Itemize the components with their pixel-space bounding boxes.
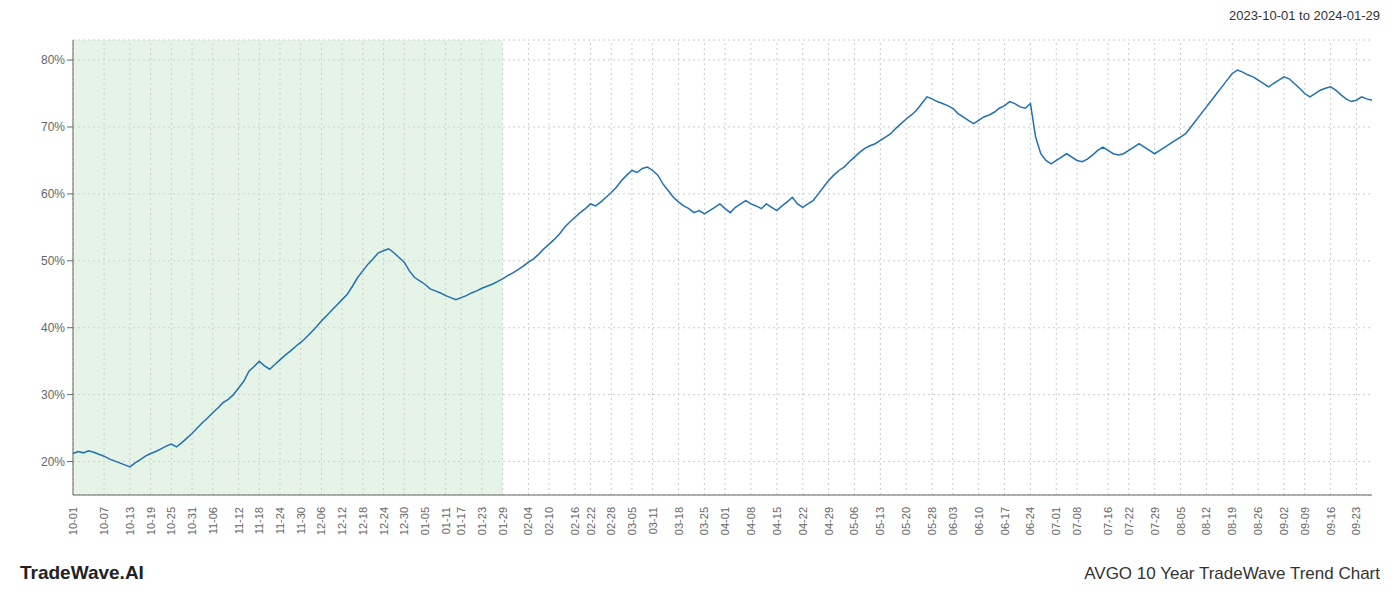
svg-text:11-12: 11-12 [233, 507, 245, 534]
svg-text:11-18: 11-18 [253, 507, 265, 534]
svg-text:20%: 20% [41, 455, 65, 469]
svg-text:08-19: 08-19 [1226, 507, 1238, 535]
html-text:2023-10-01 to 2024-01-29: 2023-10-01 to 2024-01-29 [1228, 8, 1380, 23]
svg-text:09-16: 09-16 [1325, 507, 1337, 535]
svg-text:09-09: 09-09 [1299, 507, 1311, 535]
svg-text:06-03: 06-03 [947, 507, 959, 535]
svg-text:04-08: 04-08 [745, 507, 757, 535]
svg-text:02-04: 02-04 [522, 507, 534, 535]
svg-text:03-11: 03-11 [647, 507, 659, 534]
svg-text:06-10: 06-10 [973, 507, 985, 535]
svg-text:05-20: 05-20 [900, 507, 912, 535]
svg-text:10-01: 10-01 [67, 507, 79, 535]
svg-text:04-29: 04-29 [823, 507, 835, 535]
svg-text:04-15: 04-15 [771, 507, 783, 535]
svg-text:12-24: 12-24 [378, 507, 390, 535]
svg-text:01-17: 01-17 [455, 507, 467, 535]
svg-text:06-17: 06-17 [999, 507, 1011, 535]
svg-text:05-28: 05-28 [926, 507, 938, 535]
svg-text:07-22: 07-22 [1123, 507, 1135, 535]
svg-text:01-23: 01-23 [476, 507, 488, 535]
svg-text:12-30: 12-30 [398, 507, 410, 535]
svg-text:09-02: 09-02 [1278, 507, 1290, 535]
svg-text:12-18: 12-18 [357, 507, 369, 535]
svg-text:70%: 70% [41, 120, 65, 134]
svg-text:04-22: 04-22 [797, 507, 809, 535]
svg-text:10-31: 10-31 [186, 507, 198, 535]
svg-text:12-06: 12-06 [315, 507, 327, 535]
svg-text:30%: 30% [41, 388, 65, 402]
svg-text:08-26: 08-26 [1252, 507, 1264, 535]
html-text:AVGO 10 Year TradeWave Trend C: AVGO 10 Year TradeWave Trend Chart [1084, 564, 1380, 583]
svg-text:10-07: 10-07 [98, 507, 110, 535]
svg-text:11-06: 11-06 [207, 507, 219, 534]
svg-text:40%: 40% [41, 321, 65, 335]
svg-text:07-08: 07-08 [1071, 507, 1083, 535]
svg-text:50%: 50% [41, 254, 65, 268]
svg-text:10-25: 10-25 [165, 507, 177, 535]
svg-text:05-13: 05-13 [874, 507, 886, 535]
svg-text:03-18: 03-18 [673, 507, 685, 535]
svg-text:12-12: 12-12 [336, 507, 348, 535]
svg-text:02-28: 02-28 [605, 507, 617, 535]
svg-text:10-13: 10-13 [124, 507, 136, 535]
svg-text:02-10: 02-10 [543, 507, 555, 535]
svg-text:09-23: 09-23 [1350, 507, 1362, 535]
svg-text:07-29: 07-29 [1149, 507, 1161, 535]
html-text:TradeWave.AI: TradeWave.AI [20, 562, 144, 583]
svg-text:08-12: 08-12 [1200, 507, 1212, 535]
svg-text:06-24: 06-24 [1024, 507, 1036, 535]
svg-text:02-22: 02-22 [585, 507, 597, 535]
svg-text:11-24: 11-24 [274, 507, 286, 534]
svg-text:07-01: 07-01 [1050, 507, 1062, 535]
svg-text:11-30: 11-30 [295, 507, 307, 534]
svg-text:05-06: 05-06 [848, 507, 860, 535]
svg-text:80%: 80% [41, 53, 65, 67]
svg-text:08-05: 08-05 [1175, 507, 1187, 535]
svg-text:02-16: 02-16 [569, 507, 581, 535]
svg-text:07-16: 07-16 [1102, 507, 1114, 535]
svg-text:01-05: 01-05 [419, 507, 431, 535]
svg-text:01-29: 01-29 [497, 507, 509, 535]
svg-text:10-19: 10-19 [145, 507, 157, 535]
svg-text:03-05: 03-05 [626, 507, 638, 535]
svg-text:04-01: 04-01 [719, 507, 731, 535]
svg-text:60%: 60% [41, 187, 65, 201]
svg-text:03-25: 03-25 [698, 507, 710, 535]
svg-text:01-11: 01-11 [440, 507, 452, 534]
